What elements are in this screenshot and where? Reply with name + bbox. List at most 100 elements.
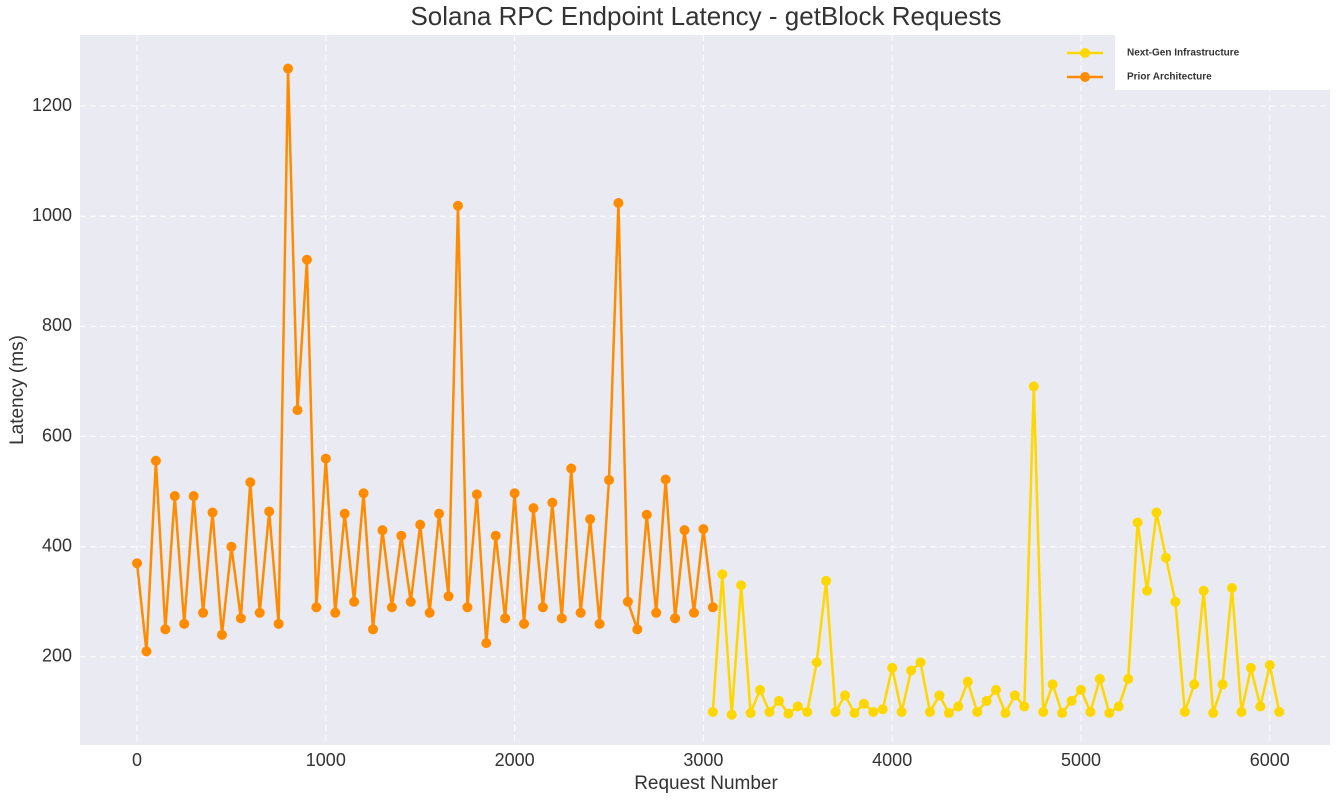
data-point — [377, 525, 388, 536]
data-point — [745, 708, 756, 719]
y-tick-label: 400 — [42, 535, 72, 555]
chart-title: Solana RPC Endpoint Latency - getBlock R… — [410, 1, 1001, 31]
data-point — [707, 602, 718, 613]
data-point — [386, 602, 397, 613]
data-point — [1255, 701, 1266, 712]
data-point — [1057, 708, 1068, 719]
data-point — [160, 624, 171, 635]
plot-area — [80, 35, 1330, 745]
y-tick-label: 1200 — [32, 95, 72, 115]
data-point — [943, 708, 954, 719]
marks — [132, 63, 1285, 720]
data-point — [1179, 706, 1190, 717]
data-point — [1208, 708, 1219, 719]
legend-label: Prior Architecture — [1127, 72, 1212, 83]
data-point — [349, 596, 360, 607]
data-point — [1132, 517, 1143, 528]
data-point — [1198, 585, 1209, 596]
data-point — [198, 607, 209, 618]
data-point — [962, 676, 973, 687]
data-point — [1151, 507, 1162, 518]
data-point — [396, 530, 407, 541]
data-point — [632, 624, 643, 635]
data-point — [1066, 695, 1077, 706]
data-point — [1075, 684, 1086, 695]
data-point — [245, 477, 256, 488]
data-point — [972, 706, 983, 717]
data-point — [830, 706, 841, 717]
data-point — [519, 618, 530, 629]
data-point — [216, 629, 227, 640]
data-point — [169, 491, 180, 502]
data-point — [924, 706, 935, 717]
data-point — [1217, 679, 1228, 690]
data-point — [755, 684, 766, 695]
data-point — [1085, 706, 1096, 717]
data-point — [726, 709, 737, 720]
data-point — [622, 596, 633, 607]
data-point — [434, 508, 445, 519]
legend-label: Next-Gen Infrastructure — [1127, 48, 1240, 59]
data-point — [509, 488, 520, 499]
data-point — [150, 455, 161, 466]
data-point — [547, 497, 558, 508]
data-point — [849, 708, 860, 719]
data-point — [556, 613, 567, 624]
data-point — [471, 489, 482, 500]
y-axis-label: Latency (ms) — [7, 335, 28, 445]
data-point — [1123, 673, 1134, 684]
data-point — [1227, 583, 1238, 594]
legend-marker — [1080, 72, 1090, 82]
data-point — [679, 525, 690, 536]
data-point — [1019, 701, 1030, 712]
data-point — [179, 618, 190, 629]
data-point — [1028, 381, 1039, 392]
data-point — [368, 624, 379, 635]
data-point — [1047, 679, 1058, 690]
data-point — [273, 618, 284, 629]
data-point — [1189, 679, 1200, 690]
data-point — [566, 463, 577, 474]
data-point — [1245, 662, 1256, 673]
data-point — [141, 646, 152, 657]
y-tick-label: 800 — [42, 315, 72, 335]
data-point — [953, 701, 964, 712]
data-point — [811, 657, 822, 668]
data-point — [783, 708, 794, 719]
data-point — [698, 524, 709, 535]
data-point — [311, 602, 322, 613]
data-point — [585, 514, 596, 525]
data-point — [688, 607, 699, 618]
data-point — [773, 695, 784, 706]
data-point — [283, 63, 294, 74]
data-point — [1104, 708, 1115, 719]
data-point — [858, 698, 869, 709]
data-point — [1274, 706, 1285, 717]
legend-marker — [1080, 48, 1090, 58]
data-point — [594, 618, 605, 629]
data-point — [981, 695, 992, 706]
data-point — [1094, 673, 1105, 684]
x-tick-label: 5000 — [1061, 750, 1101, 770]
data-point — [603, 475, 614, 486]
data-point — [575, 607, 586, 618]
data-point — [868, 706, 879, 717]
data-point — [264, 506, 275, 517]
data-point — [1142, 585, 1153, 596]
data-point — [991, 684, 1002, 695]
data-point — [717, 569, 728, 580]
data-point — [915, 657, 926, 668]
data-point — [934, 690, 945, 701]
data-point — [207, 507, 218, 518]
x-tick-label: 3000 — [683, 750, 723, 770]
data-point — [1009, 690, 1020, 701]
data-point — [1264, 660, 1275, 671]
data-point — [792, 701, 803, 712]
data-point — [839, 690, 850, 701]
data-point — [613, 197, 624, 208]
data-point — [132, 558, 143, 569]
data-point — [651, 607, 662, 618]
series-line — [135, 68, 715, 652]
data-point — [641, 509, 652, 520]
